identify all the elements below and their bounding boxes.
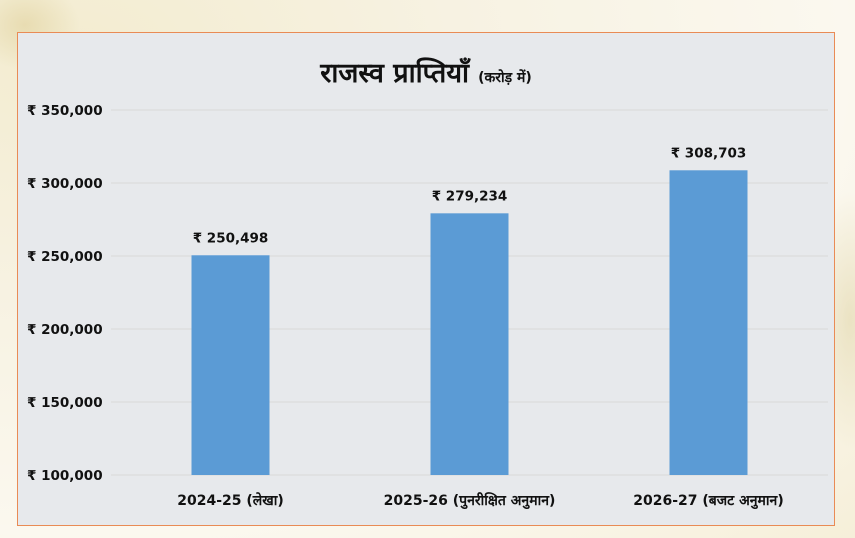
y-tick-label: ₹ 250,000	[27, 249, 103, 265]
bar-data-label: ₹ 308,703	[671, 145, 747, 161]
bar-chart-plot: ₹ 100,000 ₹ 150,000 ₹ 200,000 ₹ 250,000 ₹ 30…	[27, 103, 828, 510]
bar	[430, 213, 509, 475]
chart-title: राजस्व प्राप्तियाँ (करोड़ में)	[18, 53, 834, 90]
x-category-label: 2025-26 (पुनरीक्षित अनुमान)	[384, 492, 556, 510]
bar	[669, 170, 748, 475]
x-category-label: 2026-27 (बजट अनुमान)	[633, 493, 783, 510]
y-tick-label: ₹ 100,000	[27, 468, 103, 484]
bar-data-label: ₹ 250,498	[193, 230, 269, 246]
y-tick-label: ₹ 200,000	[27, 322, 103, 338]
bar	[191, 255, 270, 475]
chart-subtitle-text: (करोड़ में)	[478, 70, 532, 86]
chart-panel: राजस्व प्राप्तियाँ (करोड़ में) ₹ 100,000…	[17, 32, 835, 526]
y-tick-label: ₹ 150,000	[27, 395, 103, 411]
y-tick-label: ₹ 300,000	[27, 176, 103, 192]
y-tick-label: ₹ 350,000	[27, 103, 103, 119]
x-category-label: 2024-25 (लेखा)	[177, 492, 284, 509]
bar-data-label: ₹ 279,234	[432, 188, 508, 204]
chart-title-text: राजस्व प्राप्तियाँ	[320, 58, 469, 89]
